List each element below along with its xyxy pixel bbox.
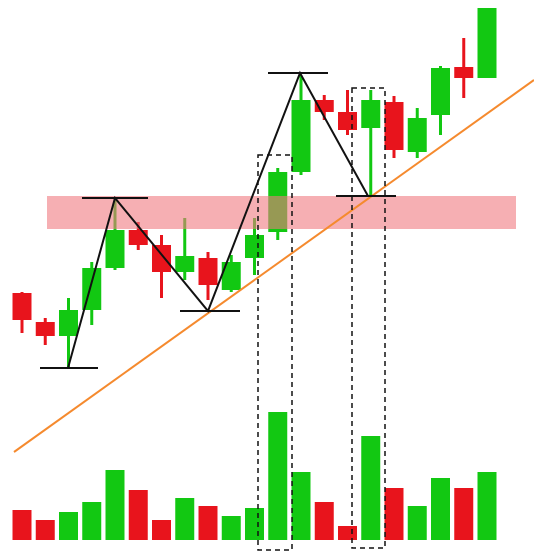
- volume-bar: [268, 412, 288, 540]
- volume-bar: [35, 520, 55, 540]
- trend-line: [13, 79, 534, 453]
- candle-body: [361, 100, 381, 128]
- highlight-box: [351, 87, 386, 549]
- volume-bar: [12, 510, 32, 540]
- resistance-band: [47, 196, 516, 229]
- candle-body: [105, 230, 125, 268]
- volume-bar: [454, 488, 474, 540]
- volume-bar: [221, 516, 241, 540]
- candle-body: [152, 245, 171, 272]
- candle-body: [12, 293, 32, 320]
- volume-bars: [12, 412, 497, 540]
- volume-bar: [82, 502, 102, 540]
- candle-body: [59, 310, 78, 336]
- candle-body: [291, 100, 311, 172]
- candle-body: [245, 235, 264, 258]
- candle-body: [384, 102, 404, 150]
- volume-bar: [245, 508, 264, 540]
- highlight-box: [257, 154, 293, 551]
- candle-body: [198, 258, 218, 285]
- candle-body: [175, 256, 195, 272]
- candle-body: [221, 262, 241, 290]
- volume-bar: [152, 520, 171, 540]
- volume-bar: [314, 502, 334, 540]
- volume-bar: [431, 478, 450, 540]
- volume-bar: [407, 506, 427, 540]
- candle-body: [338, 112, 357, 130]
- volume-bar: [477, 472, 497, 540]
- candle-body: [35, 322, 55, 336]
- candle-body: [128, 230, 148, 245]
- pivot-marks: [40, 72, 396, 369]
- volume-bar: [384, 488, 404, 540]
- volume-bar: [361, 436, 381, 540]
- highlight-boxes: [257, 87, 386, 551]
- candle-body: [407, 118, 427, 152]
- volume-bar: [59, 512, 78, 540]
- volume-bar: [175, 498, 195, 540]
- volume-bar: [105, 470, 125, 540]
- candle-body: [431, 68, 450, 115]
- candle-body: [477, 8, 497, 78]
- candle-body: [454, 67, 474, 78]
- volume-bar: [291, 472, 311, 540]
- volume-bar: [338, 526, 357, 540]
- volume-bar: [128, 490, 148, 540]
- volume-bar: [198, 506, 218, 540]
